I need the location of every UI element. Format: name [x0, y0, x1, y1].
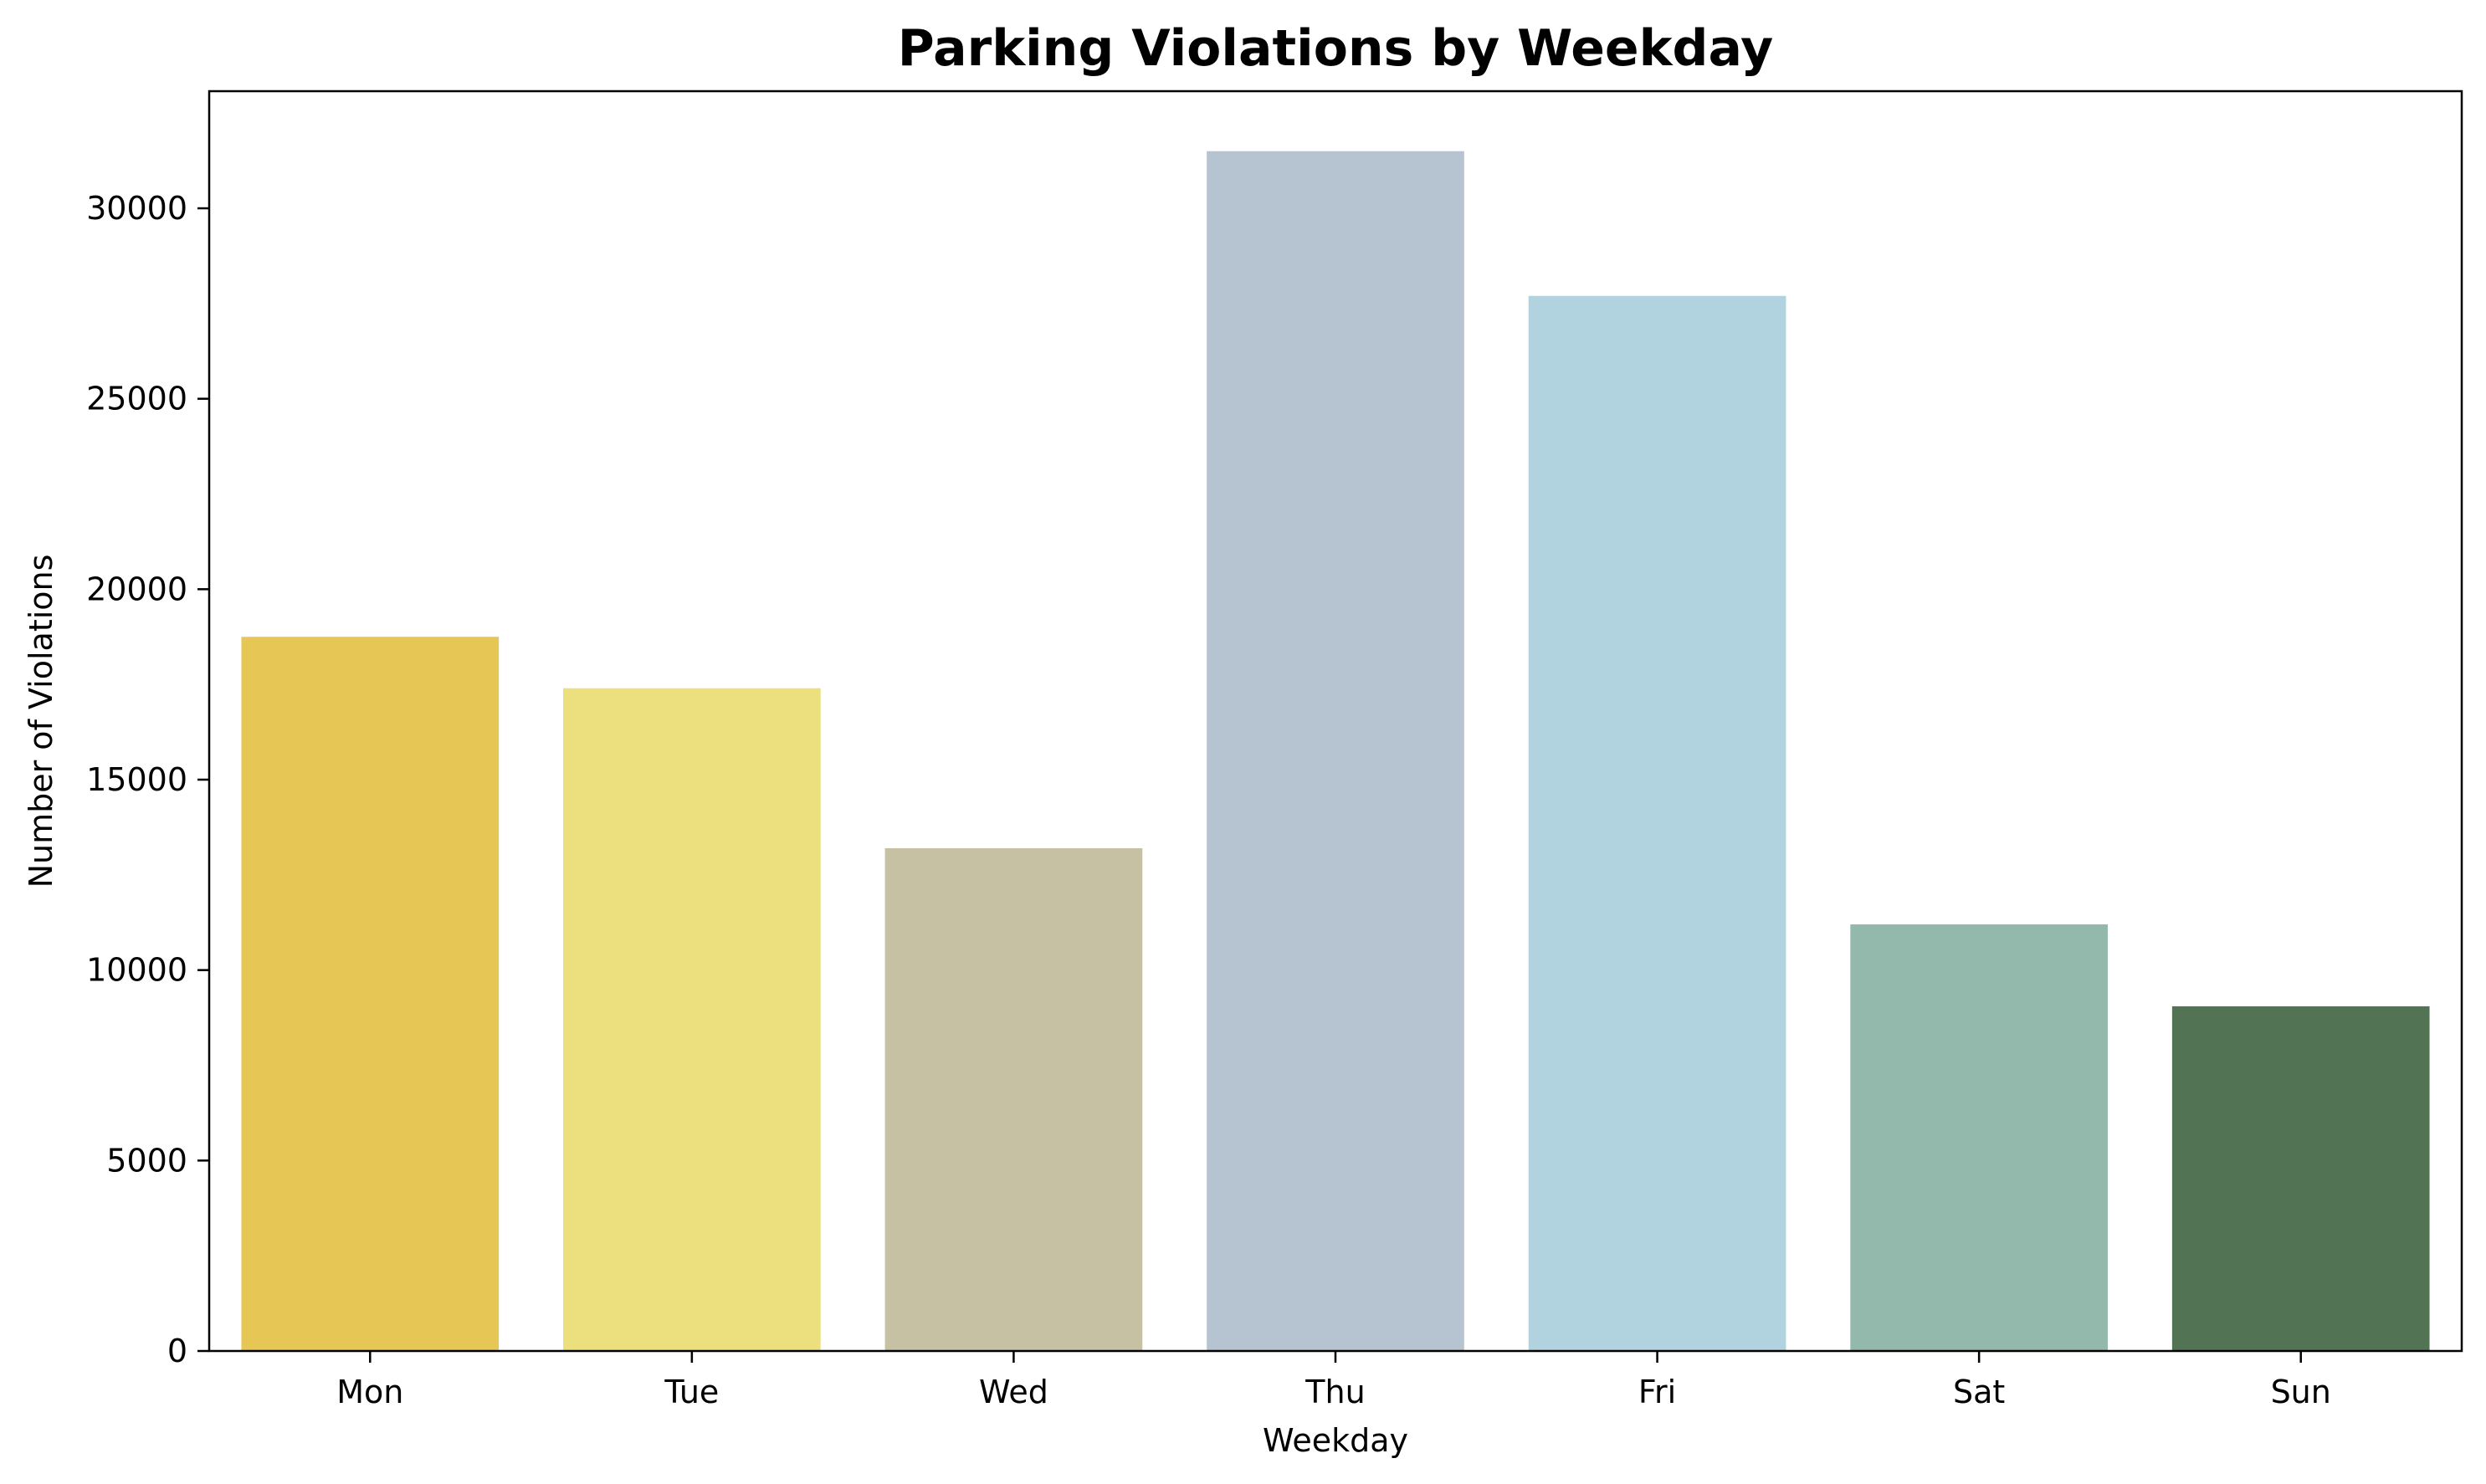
y-tick-label: 20000	[86, 571, 187, 607]
y-tick-label: 15000	[86, 761, 187, 798]
bar-sun	[2171, 1006, 2430, 1351]
x-tick-label: Fri	[1638, 1374, 1676, 1410]
y-tick-label: 5000	[106, 1142, 187, 1179]
chart-title: Parking Violations by Weekday	[898, 19, 1773, 78]
x-tick-label: Wed	[979, 1374, 1048, 1410]
bars-group	[241, 151, 2430, 1352]
bar-thu	[1207, 151, 1464, 1352]
x-axis-ticks: Mon Tue Wed Thu Fri Sat Sun	[336, 1351, 2331, 1410]
bar-fri	[1528, 295, 1786, 1351]
y-tick-label: 10000	[86, 952, 187, 989]
x-tick-label: Tue	[664, 1374, 719, 1410]
x-axis-label: Weekday	[1263, 1422, 1408, 1459]
bar-wed	[884, 847, 1143, 1351]
x-tick-label: Thu	[1305, 1374, 1365, 1410]
y-axis-label: Number of Violations	[23, 555, 59, 888]
bar-mon	[241, 637, 500, 1351]
bar-tue	[563, 688, 821, 1351]
plot-frame	[208, 90, 2463, 1353]
y-axis-ticks: 0 5000 10000 15000 20000 25000 30000	[86, 190, 209, 1369]
bar-sat	[1850, 924, 2108, 1351]
y-tick-label: 25000	[86, 381, 187, 417]
y-tick-label: 30000	[86, 190, 187, 227]
y-tick-label: 0	[167, 1333, 187, 1369]
x-tick-label: Sun	[2271, 1374, 2331, 1410]
x-tick-label: Sat	[1953, 1374, 2005, 1410]
x-tick-label: Mon	[336, 1374, 403, 1410]
